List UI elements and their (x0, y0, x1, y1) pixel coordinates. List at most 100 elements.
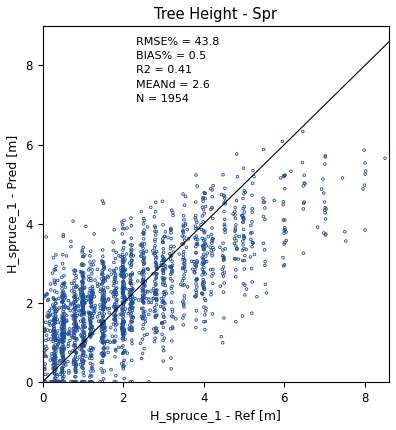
Point (61, 292, 67, 299)
Point (49, 353, 55, 360)
Point (122, 327, 128, 334)
Point (80, 360, 86, 367)
Point (80, 298, 86, 304)
Point (60, 346, 66, 353)
Point (78, 307, 84, 314)
Point (80, 352, 86, 359)
Point (192, 223, 199, 230)
Point (45, 309, 51, 316)
Point (129, 286, 135, 293)
Point (99, 246, 106, 253)
Point (112, 327, 118, 334)
Point (88, 350, 94, 357)
Point (142, 308, 148, 315)
Point (157, 262, 163, 269)
Point (119, 254, 126, 261)
Point (87, 329, 93, 336)
Point (68, 378, 74, 385)
Point (60, 298, 66, 304)
Point (159, 257, 166, 264)
Point (81, 324, 88, 331)
Point (67, 326, 73, 332)
Point (139, 298, 146, 305)
Point (121, 294, 128, 301)
Point (81, 357, 87, 364)
Point (139, 350, 146, 357)
Point (120, 261, 126, 268)
Point (88, 368, 94, 375)
Point (282, 239, 288, 246)
Point (91, 293, 97, 300)
Point (100, 317, 107, 324)
Point (128, 299, 135, 306)
Point (200, 243, 206, 249)
Point (111, 287, 118, 294)
Point (201, 278, 207, 285)
Point (81, 336, 87, 343)
Point (51, 303, 58, 310)
Point (140, 305, 146, 312)
Point (72, 304, 79, 311)
Point (61, 324, 67, 331)
Point (161, 306, 168, 313)
Point (42, 353, 48, 359)
Point (70, 329, 77, 336)
Point (240, 214, 247, 221)
Point (221, 280, 227, 286)
Point (43, 319, 49, 326)
Point (51, 364, 58, 371)
Point (88, 347, 95, 354)
Point (140, 258, 146, 264)
Point (271, 197, 278, 204)
Point (65, 331, 71, 338)
Point (114, 285, 120, 292)
Point (234, 246, 240, 252)
Point (71, 277, 78, 284)
Point (169, 289, 175, 296)
Point (121, 328, 127, 335)
Point (182, 220, 188, 227)
Point (167, 255, 173, 262)
Point (112, 274, 119, 281)
Point (102, 298, 108, 305)
Point (160, 289, 167, 296)
Point (168, 271, 174, 278)
Point (140, 230, 146, 236)
Point (61, 314, 67, 321)
Point (90, 368, 97, 375)
Point (243, 246, 249, 253)
Point (231, 235, 238, 242)
Point (122, 298, 128, 305)
Point (130, 299, 136, 306)
Point (193, 316, 199, 323)
Point (154, 295, 160, 302)
Point (180, 251, 187, 258)
Point (88, 319, 94, 326)
Point (249, 240, 256, 246)
Point (262, 262, 268, 269)
Point (159, 320, 165, 327)
Point (249, 243, 255, 250)
Y-axis label: H_spruce_1 - Pred [m]: H_spruce_1 - Pred [m] (7, 135, 20, 273)
Point (180, 229, 187, 236)
Point (248, 222, 254, 229)
Point (160, 239, 166, 246)
Point (120, 289, 126, 296)
Point (200, 280, 206, 286)
Point (61, 322, 67, 329)
Point (221, 255, 227, 262)
Point (141, 261, 147, 268)
Point (148, 299, 154, 306)
Point (59, 329, 65, 336)
Point (120, 333, 127, 340)
Point (141, 259, 147, 266)
Point (100, 353, 107, 359)
Point (99, 357, 105, 364)
Point (88, 295, 95, 302)
Point (73, 272, 79, 279)
Point (52, 300, 59, 307)
Point (162, 228, 169, 235)
Point (59, 315, 66, 322)
Point (48, 305, 55, 312)
Point (251, 173, 257, 180)
